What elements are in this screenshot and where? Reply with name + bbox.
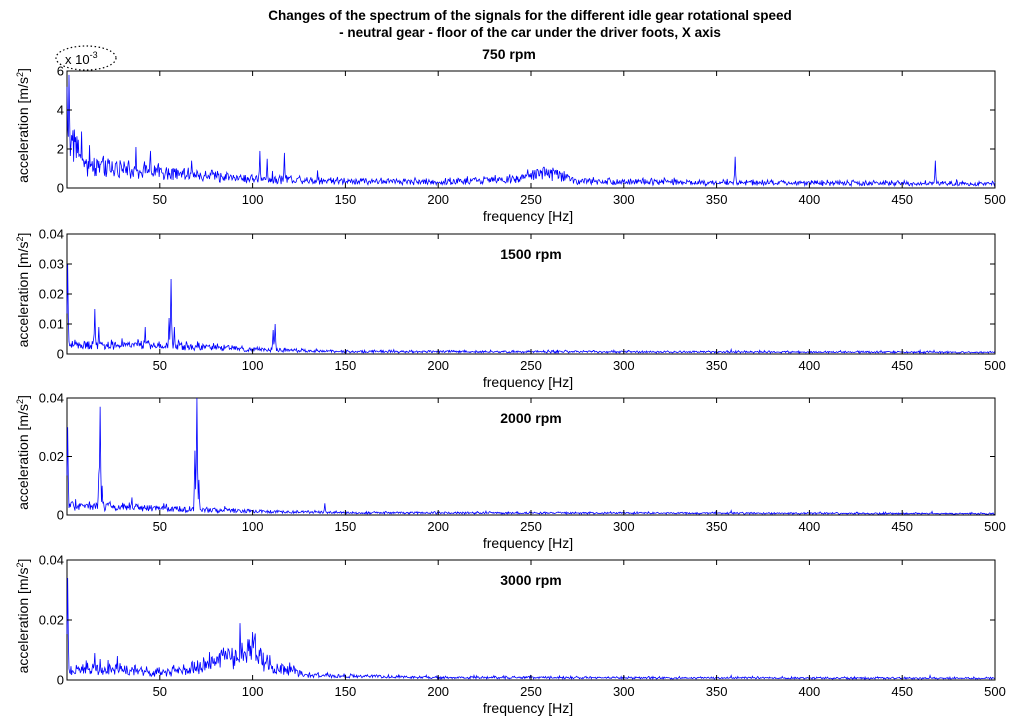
x-tick-label: 200 bbox=[427, 519, 449, 534]
x-tick-label: 200 bbox=[427, 684, 449, 699]
y-tick-label: 0 bbox=[57, 181, 64, 196]
y-tick-label: 0 bbox=[57, 508, 64, 523]
x-tick-label: 50 bbox=[153, 358, 167, 373]
y-tick-label: 4 bbox=[57, 103, 64, 118]
x-tick-label: 500 bbox=[984, 684, 1006, 699]
subplot-3: 50 100 150 200 250 300 350 400 450 500 0 0.02 0.04 fr… bbox=[15, 391, 1006, 552]
plot-area bbox=[66, 233, 996, 355]
x-tick-label: 450 bbox=[891, 192, 913, 207]
subplot-title: 2000 rpm bbox=[500, 410, 561, 426]
x-tick-label: 400 bbox=[799, 519, 821, 534]
y-tick-label: 0.02 bbox=[39, 287, 64, 302]
y-tick-label: 0.02 bbox=[39, 449, 64, 464]
plot-area bbox=[66, 397, 996, 516]
x-tick-label: 150 bbox=[335, 358, 357, 373]
x-tick-label: 250 bbox=[520, 192, 542, 207]
x-tick-label: 150 bbox=[335, 519, 357, 534]
x-tick-label: 350 bbox=[706, 192, 728, 207]
subplot-title: 3000 rpm bbox=[500, 572, 561, 588]
x-tick-label: 100 bbox=[242, 684, 264, 699]
y-axis-label: acceleration [m/s2] bbox=[15, 233, 31, 348]
plot-area bbox=[66, 70, 996, 189]
x-tick-label: 50 bbox=[153, 192, 167, 207]
figure-title-line-1: Changes of the spectrum of the signals f… bbox=[268, 8, 792, 23]
x-tick-label: 500 bbox=[984, 192, 1006, 207]
y-axis-label: acceleration [m/s2] bbox=[15, 559, 31, 674]
x-tick-label: 450 bbox=[891, 519, 913, 534]
subplot-1: 50 100 150 200 250 300 350 400 450 500 0 2 4 6 frequen… bbox=[15, 45, 1006, 224]
x-tick-label: 350 bbox=[706, 684, 728, 699]
x-tick-label: 350 bbox=[706, 358, 728, 373]
x-tick-label: 400 bbox=[799, 684, 821, 699]
x-tick-label: 250 bbox=[520, 358, 542, 373]
figure-title-line-2: - neutral gear - floor of the car under … bbox=[339, 25, 721, 40]
x-tick-label: 300 bbox=[613, 192, 635, 207]
x-tick-label: 300 bbox=[613, 684, 635, 699]
x-tick-label: 300 bbox=[613, 519, 635, 534]
y-tick-label: 6 bbox=[57, 64, 64, 79]
x-axis-label: frequency [Hz] bbox=[483, 535, 573, 551]
y-tick-label: 0 bbox=[57, 673, 64, 688]
y-tick-label: 0.04 bbox=[39, 391, 64, 406]
y-tick-label: 0.01 bbox=[39, 317, 64, 332]
y-axis-multiplier: x 10-3 bbox=[65, 50, 98, 67]
x-axis-label: frequency [Hz] bbox=[483, 208, 573, 224]
subplot-title: 750 rpm bbox=[482, 46, 536, 62]
x-tick-label: 250 bbox=[520, 684, 542, 699]
exponent-marker-ellipse bbox=[55, 45, 117, 71]
x-tick-label: 400 bbox=[799, 358, 821, 373]
x-axis-label: frequency [Hz] bbox=[483, 700, 573, 716]
x-tick-label: 250 bbox=[520, 519, 542, 534]
x-tick-label: 400 bbox=[799, 192, 821, 207]
x-tick-label: 500 bbox=[984, 358, 1006, 373]
x-tick-label: 100 bbox=[242, 358, 264, 373]
plot-area bbox=[66, 559, 996, 681]
subplot-title: 1500 rpm bbox=[500, 246, 561, 262]
y-tick-label: 2 bbox=[57, 142, 64, 157]
y-tick-label: 0 bbox=[57, 347, 64, 362]
subplot-4: 50 100 150 200 250 300 350 400 450 500 0 0.02 0.04 fr… bbox=[15, 553, 1006, 717]
x-tick-label: 450 bbox=[891, 684, 913, 699]
x-tick-label: 300 bbox=[613, 358, 635, 373]
x-axis-label: frequency [Hz] bbox=[483, 374, 573, 390]
subplot-2: 50 100 150 200 250 300 350 400 450 500 0 0.01 0.02 0.… bbox=[15, 227, 1006, 391]
y-tick-label: 0.02 bbox=[39, 613, 64, 628]
x-tick-label: 150 bbox=[335, 192, 357, 207]
x-tick-label: 200 bbox=[427, 192, 449, 207]
x-tick-label: 450 bbox=[891, 358, 913, 373]
y-tick-label: 0.04 bbox=[39, 553, 64, 568]
y-axis-label: acceleration [m/s2] bbox=[15, 68, 31, 183]
x-tick-label: 100 bbox=[242, 192, 264, 207]
y-tick-label: 0.03 bbox=[39, 257, 64, 272]
x-tick-label: 50 bbox=[153, 684, 167, 699]
x-tick-label: 200 bbox=[427, 358, 449, 373]
x-tick-label: 100 bbox=[242, 519, 264, 534]
spectrum-line bbox=[66, 74, 996, 188]
y-axis-label: acceleration [m/s2] bbox=[15, 395, 31, 510]
x-tick-label: 500 bbox=[984, 519, 1006, 534]
subplots: 50 100 150 200 250 300 350 400 450 5000246frequen… bbox=[15, 45, 1006, 717]
x-tick-label: 350 bbox=[706, 519, 728, 534]
x-tick-label: 150 bbox=[335, 684, 357, 699]
y-tick-label: 0.04 bbox=[39, 227, 64, 242]
x-tick-label: 50 bbox=[153, 519, 167, 534]
